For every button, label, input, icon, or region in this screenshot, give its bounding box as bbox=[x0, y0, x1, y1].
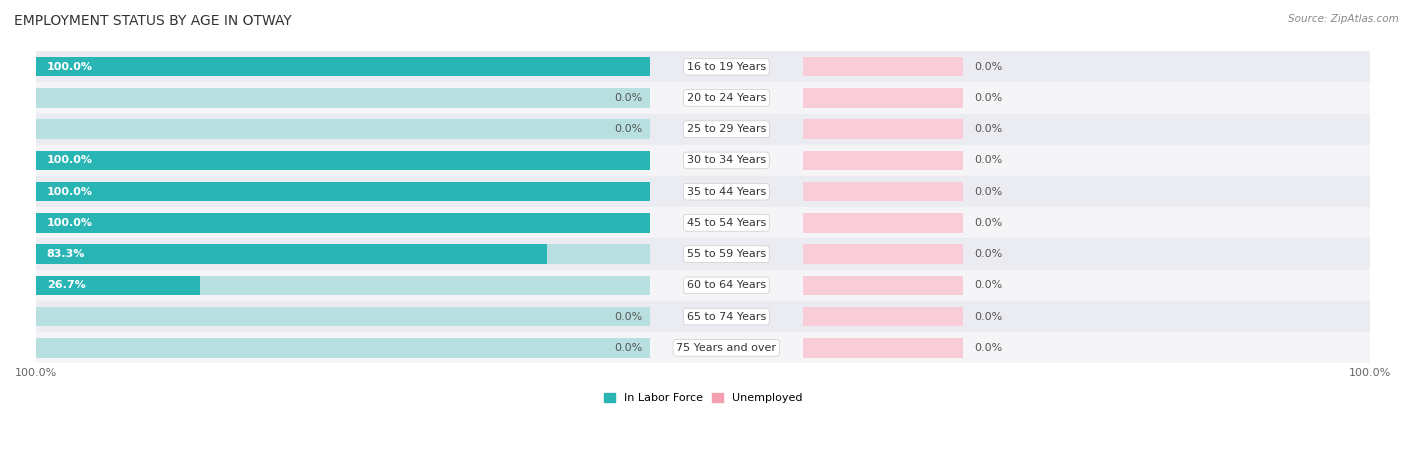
Text: 83.3%: 83.3% bbox=[46, 249, 86, 259]
Bar bbox=[37, 244, 547, 264]
Bar bbox=[803, 120, 963, 139]
Text: 75 Years and over: 75 Years and over bbox=[676, 343, 776, 353]
Legend: In Labor Force, Unemployed: In Labor Force, Unemployed bbox=[599, 389, 807, 408]
Text: 0.0%: 0.0% bbox=[974, 312, 1002, 322]
Text: 0.0%: 0.0% bbox=[974, 124, 1002, 134]
Bar bbox=[37, 270, 1369, 301]
Text: 45 to 54 Years: 45 to 54 Years bbox=[686, 218, 766, 228]
Bar bbox=[37, 145, 1369, 176]
Bar bbox=[37, 213, 650, 233]
Text: 100.0%: 100.0% bbox=[46, 187, 93, 197]
Bar bbox=[37, 301, 1369, 332]
Text: 0.0%: 0.0% bbox=[974, 93, 1002, 103]
Bar bbox=[37, 120, 650, 139]
Bar bbox=[37, 276, 200, 295]
Text: 100.0%: 100.0% bbox=[46, 156, 93, 166]
Bar bbox=[803, 307, 963, 326]
Text: 100.0%: 100.0% bbox=[46, 218, 93, 228]
Bar bbox=[37, 182, 650, 201]
Bar bbox=[37, 239, 1369, 270]
Bar bbox=[37, 57, 650, 76]
Text: 35 to 44 Years: 35 to 44 Years bbox=[686, 187, 766, 197]
Bar bbox=[37, 213, 650, 233]
Bar bbox=[37, 207, 1369, 239]
Text: 60 to 64 Years: 60 to 64 Years bbox=[686, 281, 766, 290]
Bar bbox=[37, 338, 650, 358]
Text: 55 to 59 Years: 55 to 59 Years bbox=[686, 249, 766, 259]
Bar bbox=[37, 244, 650, 264]
Text: 0.0%: 0.0% bbox=[974, 218, 1002, 228]
Bar bbox=[37, 151, 650, 170]
Bar bbox=[37, 307, 650, 326]
Bar bbox=[37, 114, 1369, 145]
Text: 26.7%: 26.7% bbox=[46, 281, 86, 290]
Bar bbox=[37, 151, 650, 170]
Text: 0.0%: 0.0% bbox=[974, 156, 1002, 166]
Text: 0.0%: 0.0% bbox=[974, 62, 1002, 72]
Bar bbox=[37, 88, 650, 108]
Text: 0.0%: 0.0% bbox=[614, 312, 643, 322]
Bar bbox=[37, 176, 1369, 207]
Bar bbox=[803, 182, 963, 201]
Bar bbox=[803, 338, 963, 358]
Text: 16 to 19 Years: 16 to 19 Years bbox=[686, 62, 766, 72]
Text: 0.0%: 0.0% bbox=[614, 343, 643, 353]
Bar bbox=[803, 151, 963, 170]
Text: 0.0%: 0.0% bbox=[974, 281, 1002, 290]
Bar bbox=[37, 83, 1369, 114]
Bar bbox=[37, 332, 1369, 364]
Text: 30 to 34 Years: 30 to 34 Years bbox=[686, 156, 766, 166]
Text: 20 to 24 Years: 20 to 24 Years bbox=[686, 93, 766, 103]
Text: 0.0%: 0.0% bbox=[614, 93, 643, 103]
Bar bbox=[37, 182, 650, 201]
Text: EMPLOYMENT STATUS BY AGE IN OTWAY: EMPLOYMENT STATUS BY AGE IN OTWAY bbox=[14, 14, 292, 28]
Text: 0.0%: 0.0% bbox=[974, 187, 1002, 197]
Text: 100.0%: 100.0% bbox=[46, 62, 93, 72]
Bar bbox=[803, 88, 963, 108]
Text: 0.0%: 0.0% bbox=[614, 124, 643, 134]
Text: Source: ZipAtlas.com: Source: ZipAtlas.com bbox=[1288, 14, 1399, 23]
Bar bbox=[803, 57, 963, 76]
Bar bbox=[37, 57, 650, 76]
Text: 65 to 74 Years: 65 to 74 Years bbox=[686, 312, 766, 322]
Text: 0.0%: 0.0% bbox=[974, 343, 1002, 353]
Text: 25 to 29 Years: 25 to 29 Years bbox=[686, 124, 766, 134]
Bar bbox=[803, 244, 963, 264]
Bar bbox=[37, 51, 1369, 83]
Text: 0.0%: 0.0% bbox=[974, 249, 1002, 259]
Bar bbox=[37, 276, 650, 295]
Bar bbox=[803, 213, 963, 233]
Bar bbox=[803, 276, 963, 295]
